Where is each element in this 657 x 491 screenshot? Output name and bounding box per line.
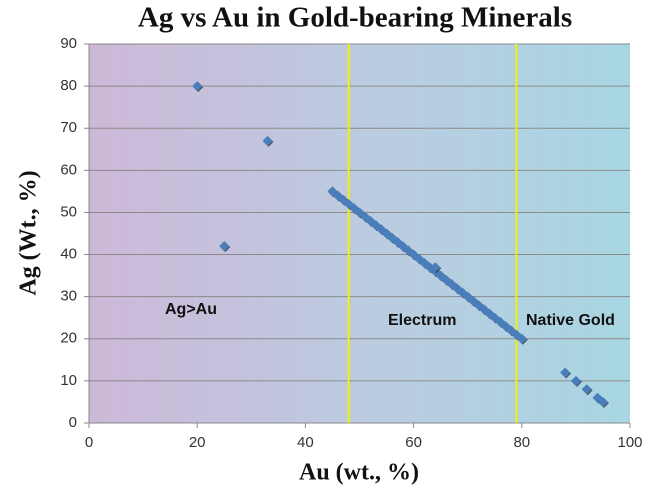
annotation: Native Gold xyxy=(526,312,615,329)
x-tick-label: 20 xyxy=(189,434,206,451)
data-point xyxy=(560,367,571,378)
plot-background xyxy=(89,44,630,423)
y-tick-label: 20 xyxy=(60,330,77,347)
y-tick-label: 10 xyxy=(60,372,77,389)
data-point xyxy=(219,241,230,252)
y-tick-label: 60 xyxy=(60,161,77,178)
annotation: Ag>Au xyxy=(165,301,217,318)
data-point xyxy=(516,333,527,344)
x-tick-label: 60 xyxy=(405,434,422,451)
annotation: Electrum xyxy=(388,312,456,329)
y-tick-label: 50 xyxy=(60,203,77,220)
y-tick-label: 70 xyxy=(60,119,77,136)
chart-title: Ag vs Au in Gold-bearing Minerals xyxy=(138,2,572,34)
x-tick-label: 80 xyxy=(513,434,530,451)
data-point xyxy=(262,135,273,146)
x-axis-label: Au (wt., %) xyxy=(299,460,419,486)
y-tick-label: 80 xyxy=(60,77,77,94)
x-tick-label: 100 xyxy=(617,434,642,451)
x-tick-label: 40 xyxy=(297,434,314,451)
data-point xyxy=(430,262,441,273)
data-point xyxy=(597,396,608,407)
y-tick-label: 40 xyxy=(60,246,77,263)
data-point xyxy=(570,375,581,386)
x-tick-label: 0 xyxy=(85,434,93,451)
y-tick-label: 0 xyxy=(69,414,77,431)
y-tick-label: 30 xyxy=(60,288,77,305)
data-point xyxy=(192,81,203,92)
y-axis-label: Ag (Wt., %) xyxy=(16,170,42,295)
y-tick-label: 90 xyxy=(60,35,77,52)
data-point xyxy=(581,384,592,395)
